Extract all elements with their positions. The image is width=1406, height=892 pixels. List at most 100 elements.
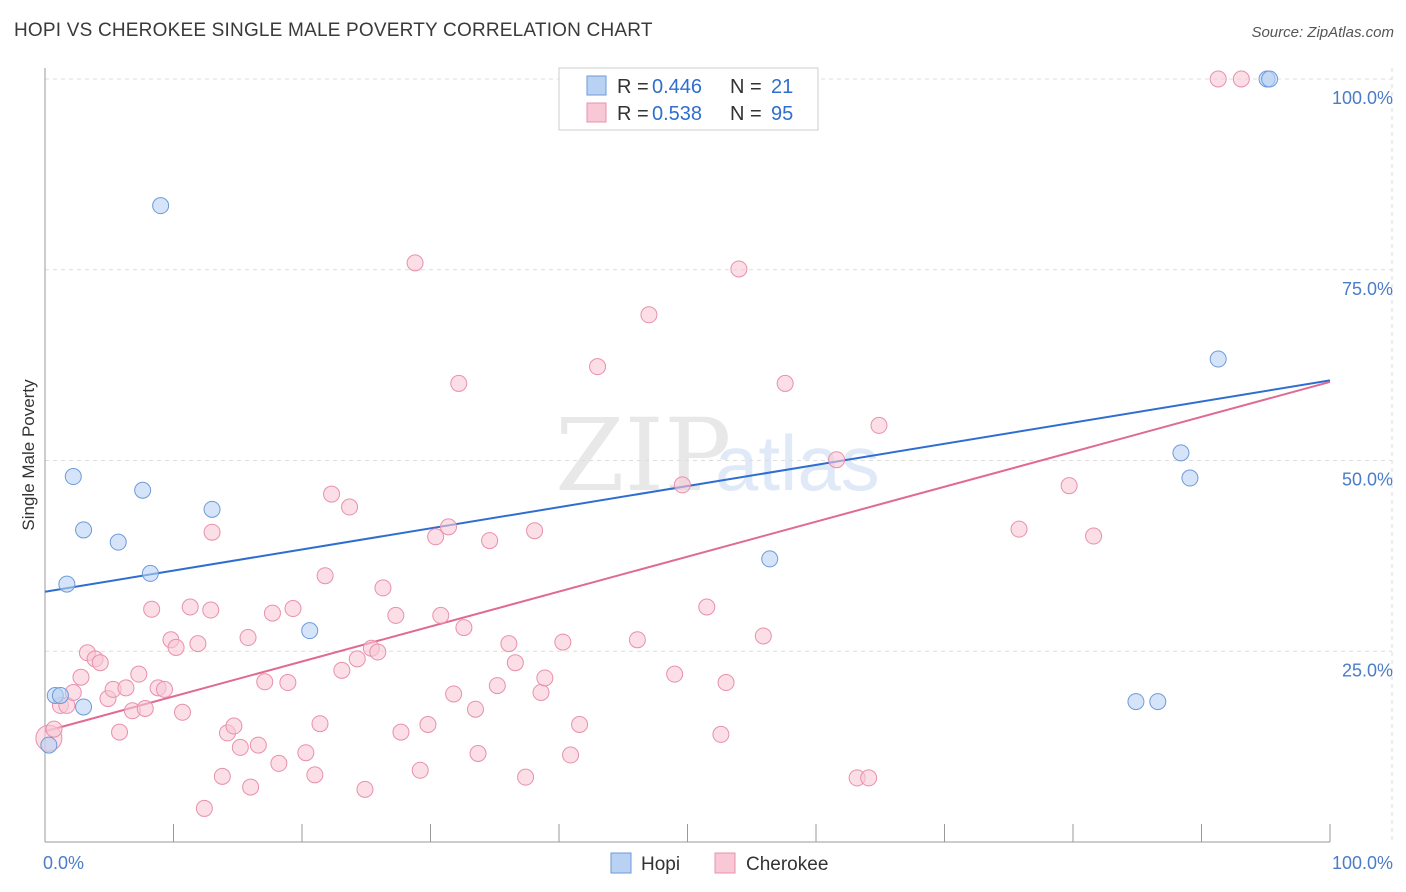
bottom-legend-swatch-hopi [610,852,632,874]
point-cherokee [111,723,129,741]
point-cherokee [256,673,274,691]
point-cherokee [225,717,243,735]
point-cherokee [173,703,191,721]
point-hopi [141,564,159,582]
point-cherokee [730,260,748,278]
point-hopi [301,622,319,640]
point-cherokee [297,744,315,762]
point-cherokee [536,669,554,687]
point-hopi [75,521,93,539]
point-cherokee [562,746,580,764]
point-cherokee [828,451,846,469]
y-tick-label-100: 100.0% [1332,88,1393,108]
y-tick-label-25: 25.0% [1342,660,1393,680]
source-label: Source: ZipAtlas.com [1251,24,1394,41]
point-hopi [152,197,170,215]
point-cherokee [1232,70,1250,88]
point-cherokee [776,374,794,392]
point-hopi [203,500,221,518]
point-cherokee [554,633,572,651]
point-hopi [64,468,82,486]
point-hopi [51,687,69,705]
point-cherokee [432,606,450,624]
bottom-legend: Hopi Cherokee [610,852,828,875]
legend-n-label-hopi: N = [730,76,767,98]
data-points [35,70,1279,817]
point-cherokee [860,769,878,787]
legend-swatch-cherokee [586,102,607,123]
point-cherokee [374,579,392,597]
point-cherokee [673,476,691,494]
point-hopi [75,698,93,716]
point-cherokee [167,638,185,656]
point-cherokee [263,604,281,622]
point-cherokee [445,685,463,703]
point-cherokee [1085,527,1103,545]
watermark-zip: ZIP [555,397,731,514]
point-cherokee [411,761,429,779]
point-cherokee [532,683,550,701]
point-cherokee [466,700,484,718]
point-cherokee [387,606,405,624]
point-cherokee [333,661,351,679]
point-cherokee [506,654,524,672]
bottom-legend-label-cherokee: Cherokee [746,854,828,875]
point-hopi [1261,70,1279,88]
point-cherokee [406,254,424,272]
point-hopi [1181,469,1199,487]
point-cherokee [1209,70,1227,88]
point-cherokee [712,725,730,743]
point-cherokee [348,650,366,668]
point-hopi [761,550,779,568]
point-cherokee [369,643,387,661]
point-cherokee [316,567,334,585]
legend-n-value-cherokee: 95 [771,103,793,125]
point-cherokee [136,699,154,717]
point-cherokee [481,532,499,550]
point-cherokee [239,629,257,647]
point-cherokee [717,674,735,692]
point-cherokee [189,635,207,653]
legend-n-value-hopi: 21 [771,76,793,98]
legend-r-label-cherokee: R = [617,103,654,125]
point-cherokee [203,523,221,541]
point-hopi [1172,444,1190,462]
point-hopi [40,736,58,754]
point-cherokee [571,715,589,733]
point-cherokee [870,416,888,434]
point-cherokee [311,715,329,733]
point-cherokee [202,601,220,619]
point-cherokee [323,485,341,503]
legend-r-label-hopi: R = [617,76,654,98]
point-cherokee [279,674,297,692]
point-cherokee [242,778,260,796]
point-hopi [1149,693,1167,711]
legend-n-label-cherokee: N = [730,103,767,125]
point-cherokee [469,744,487,762]
legend: R = 0.446 N = 21 R = 0.538 N = 95 [558,67,819,131]
point-cherokee [130,665,148,683]
legend-swatch-hopi [586,75,607,96]
point-cherokee [419,715,437,733]
watermark-atlas: atlas [715,419,880,507]
point-cherokee [91,654,109,672]
point-hopi [1127,693,1145,711]
point-hopi [1209,350,1227,368]
point-cherokee [1010,520,1028,538]
trend-line-cherokee [44,380,1331,733]
point-cherokee [72,668,90,686]
point-cherokee [356,780,374,798]
y-tick-label-50: 50.0% [1342,470,1393,490]
point-cherokee [640,306,658,324]
point-cherokee [156,680,174,698]
point-cherokee [517,768,535,786]
point-cherokee [117,679,135,697]
point-cherokee [143,600,161,618]
bottom-legend-swatch-cherokee [714,852,736,874]
point-cherokee [270,754,288,772]
point-cherokee [754,627,772,645]
point-cherokee [427,528,445,546]
point-cherokee [526,522,544,540]
point-cherokee [231,738,249,756]
